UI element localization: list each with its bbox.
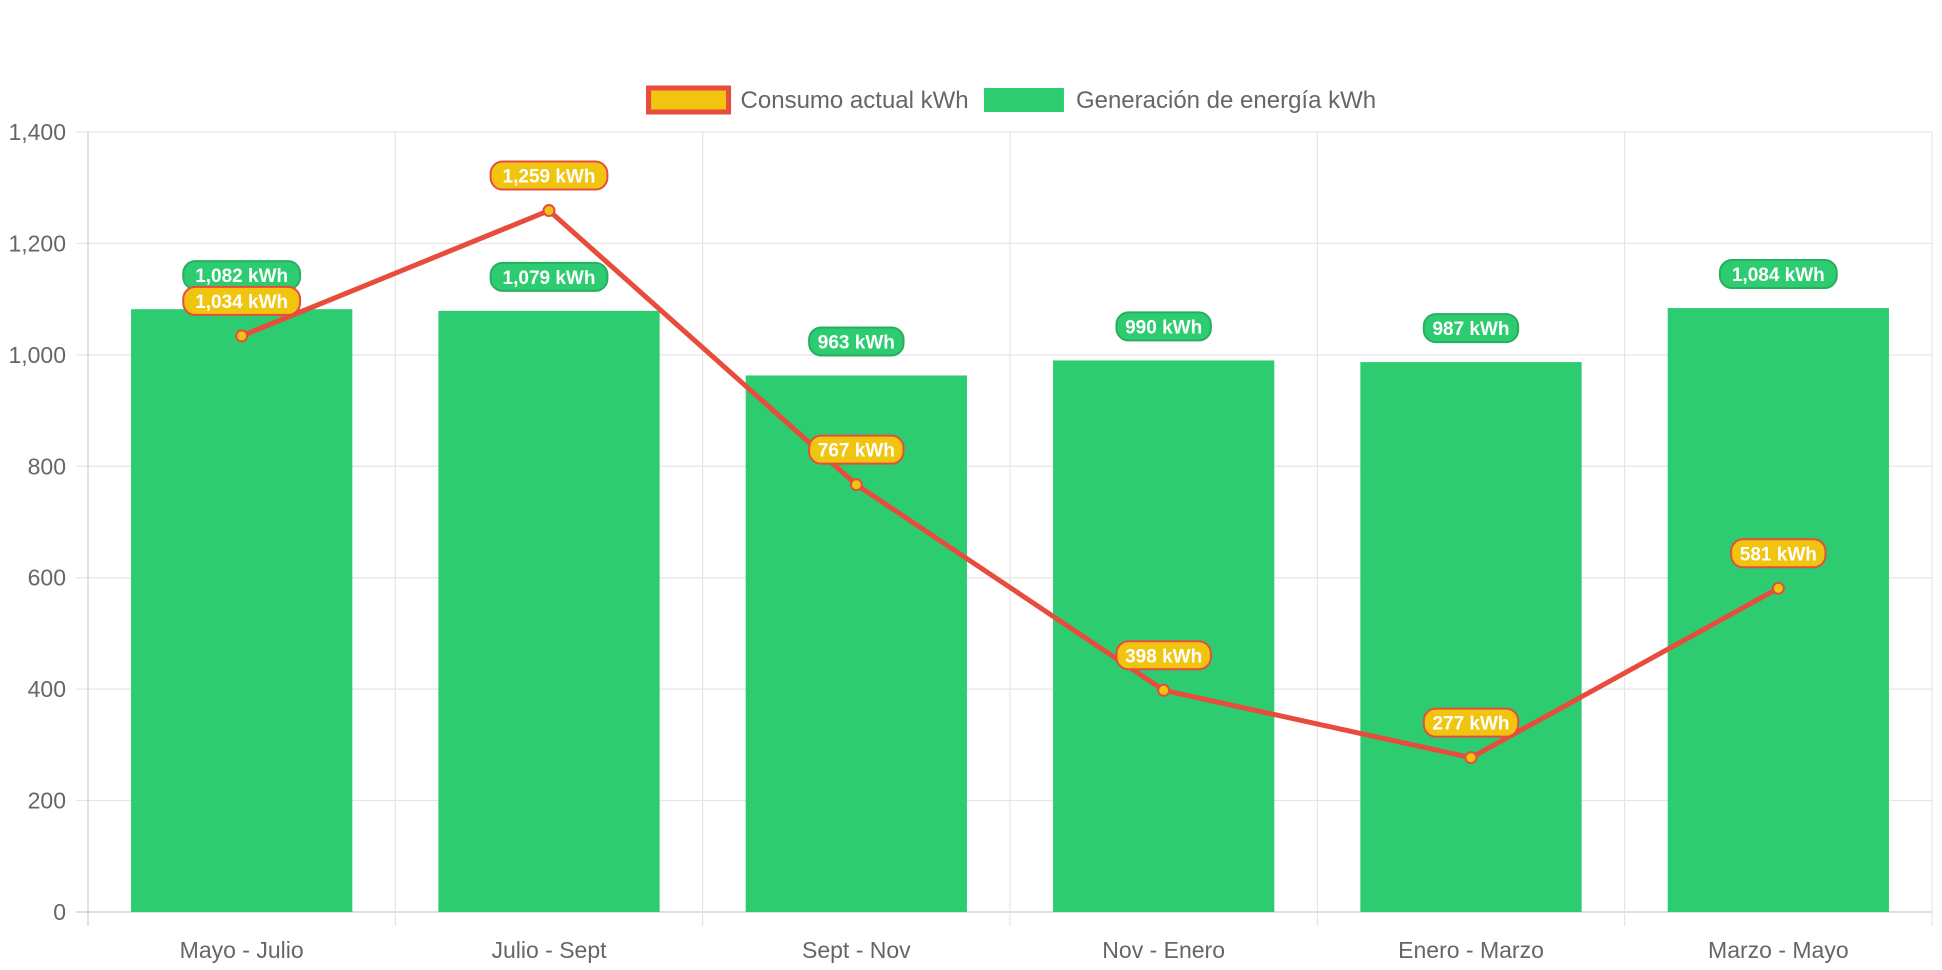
data-label-generacion-box [489,261,609,292]
data-label-generacion: 1,084 kWh [1732,265,1825,286]
data-label-consumo-box [1730,538,1827,569]
data-label-generacion-box [1718,259,1838,290]
data-label-consumo-box [182,285,302,316]
point-consumo [849,478,863,492]
y-tick-label: 600 [28,565,66,591]
bar-generacion [438,310,660,912]
y-tick-label: 200 [28,788,66,814]
point-consumo [1464,751,1478,765]
x-tick-label: Enero - Marzo [1398,937,1544,963]
data-label-generacion: 1,082 kWh [195,266,288,287]
bar-generacion [1360,362,1582,913]
x-tick-label: Mayo - Julio [180,937,304,963]
data-label-consumo: 277 kWh [1432,714,1509,735]
point-consumo [1771,581,1785,595]
y-tick-label: 400 [28,676,66,702]
legend-swatch [646,85,732,115]
point-consumo [542,204,556,218]
line-consumo [240,208,1780,761]
y-tick-label: 800 [28,453,66,479]
y-tick-label: 1,000 [8,342,66,368]
y-tick-label: 1,400 [8,119,66,145]
point-consumo [235,329,249,343]
data-label-generacion: 1,079 kWh [503,268,596,289]
x-tick-label: Nov - Enero [1102,937,1225,963]
data-label-generacion: 963 kWh [818,332,895,353]
legend-label: Generación de energía kWh [1076,87,1376,114]
data-label-consumo-box [808,434,905,465]
data-label-generacion: 990 kWh [1125,317,1202,338]
data-label-generacion-box [1422,313,1520,344]
data-label-generacion-box [1115,311,1212,342]
y-tick-label: 1,200 [8,230,66,256]
data-label-consumo: 581 kWh [1740,544,1817,565]
data-label-generacion-box [808,326,905,357]
bar-generacion [745,375,967,912]
legend-label: Consumo actual kWh [741,87,969,114]
data-label-consumo: 1,259 kWh [503,167,596,188]
bar-generacion [1053,360,1275,912]
bar-generacion [1667,308,1889,912]
x-tick-label: Julio - Sept [491,937,607,963]
x-tick-label: Sept - Nov [802,937,911,963]
data-label-generacion: 987 kWh [1432,319,1509,340]
legend-swatch [983,88,1064,112]
bar-generacion [131,309,353,913]
x-tick-label: Marzo - Mayo [1708,937,1849,963]
data-label-consumo: 398 kWh [1125,646,1202,667]
data-label-consumo-box [489,160,609,191]
data-label-consumo-box [1422,707,1520,738]
point-consumo [1157,683,1171,697]
data-label-consumo: 1,034 kWh [195,292,288,313]
data-label-consumo-box [1115,640,1212,671]
y-tick-label: 0 [53,899,66,925]
data-label-consumo: 767 kWh [818,441,895,462]
